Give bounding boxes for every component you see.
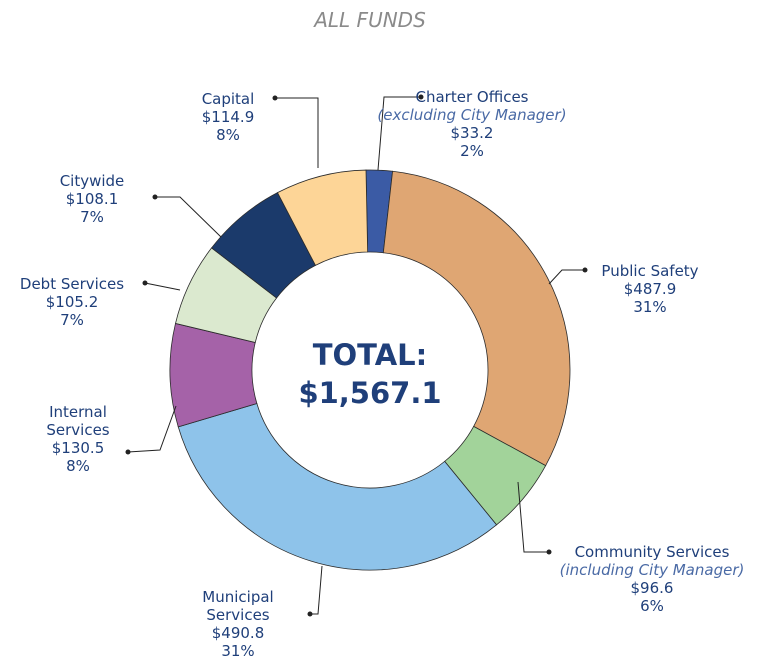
value-label: $490.8 — [211, 624, 265, 642]
leader-line — [155, 196, 222, 238]
slice-label: Municipal Services $490.8 31% — [183, 588, 293, 660]
category-name: Charter Offices — [415, 88, 529, 106]
slice-label: Charter Offices (excluding City Manager) $… — [372, 88, 572, 160]
wedge — [276, 169, 369, 266]
value-label: $130.5 — [51, 439, 105, 457]
leader-dot — [546, 549, 552, 555]
value-label: $105.2 — [45, 293, 99, 311]
leader-line — [275, 97, 319, 168]
category-name: Municipal Services — [202, 588, 274, 624]
leader-line — [517, 481, 549, 553]
value-label: $96.6 — [630, 579, 674, 597]
category-name: Citywide — [59, 172, 125, 190]
category-note: (including City Manager) — [559, 561, 745, 579]
wedge — [177, 403, 498, 571]
leader-line — [377, 96, 421, 171]
value-label: $108.1 — [65, 190, 119, 208]
wedge — [382, 170, 571, 467]
category-note: (excluding City Manager) — [377, 106, 567, 124]
slice-label: Capital $114.9 8% — [173, 90, 283, 144]
leader-dot — [272, 95, 278, 101]
value-label: $114.9 — [201, 108, 255, 126]
percent-label: 7% — [80, 208, 104, 226]
leader-dot — [125, 449, 131, 455]
value-label: $33.2 — [450, 124, 494, 142]
center-total: $1,567.1 — [298, 376, 442, 410]
category-name: Community Services — [574, 543, 730, 561]
value-label: $487.9 — [623, 280, 677, 298]
center-title: TOTAL: — [312, 338, 428, 372]
category-name: Public Safety — [601, 262, 699, 280]
leader-line — [310, 565, 323, 615]
category-name: Internal Services — [46, 403, 110, 439]
percent-label: 2% — [460, 142, 484, 160]
leader-line — [548, 269, 585, 285]
slice-label: Internal Services $130.5 8% — [38, 403, 118, 475]
category-name: Debt Services — [19, 275, 125, 293]
percent-label: 31% — [633, 298, 667, 316]
slice-label: Citywide $108.1 7% — [37, 172, 147, 226]
chart-title: ALL FUNDS — [314, 8, 426, 32]
leader-dot — [142, 280, 148, 286]
percent-label: 8% — [66, 457, 90, 475]
percent-label: 31% — [221, 642, 255, 660]
leader-line — [144, 282, 181, 291]
leader-dot — [418, 94, 424, 100]
percent-label: 6% — [640, 597, 664, 615]
leader-dot — [307, 611, 313, 617]
leader-dot — [582, 267, 588, 273]
leader-dot — [152, 194, 158, 200]
leader-line — [127, 405, 177, 453]
slice-label: Debt Services $105.2 7% — [2, 275, 142, 329]
percent-label: 7% — [60, 311, 84, 329]
category-name: Capital — [201, 90, 255, 108]
percent-label: 8% — [216, 126, 240, 144]
slice-label: Community Services (including City Manage… — [552, 543, 752, 615]
slice-label: Public Safety $487.9 31% — [590, 262, 710, 316]
